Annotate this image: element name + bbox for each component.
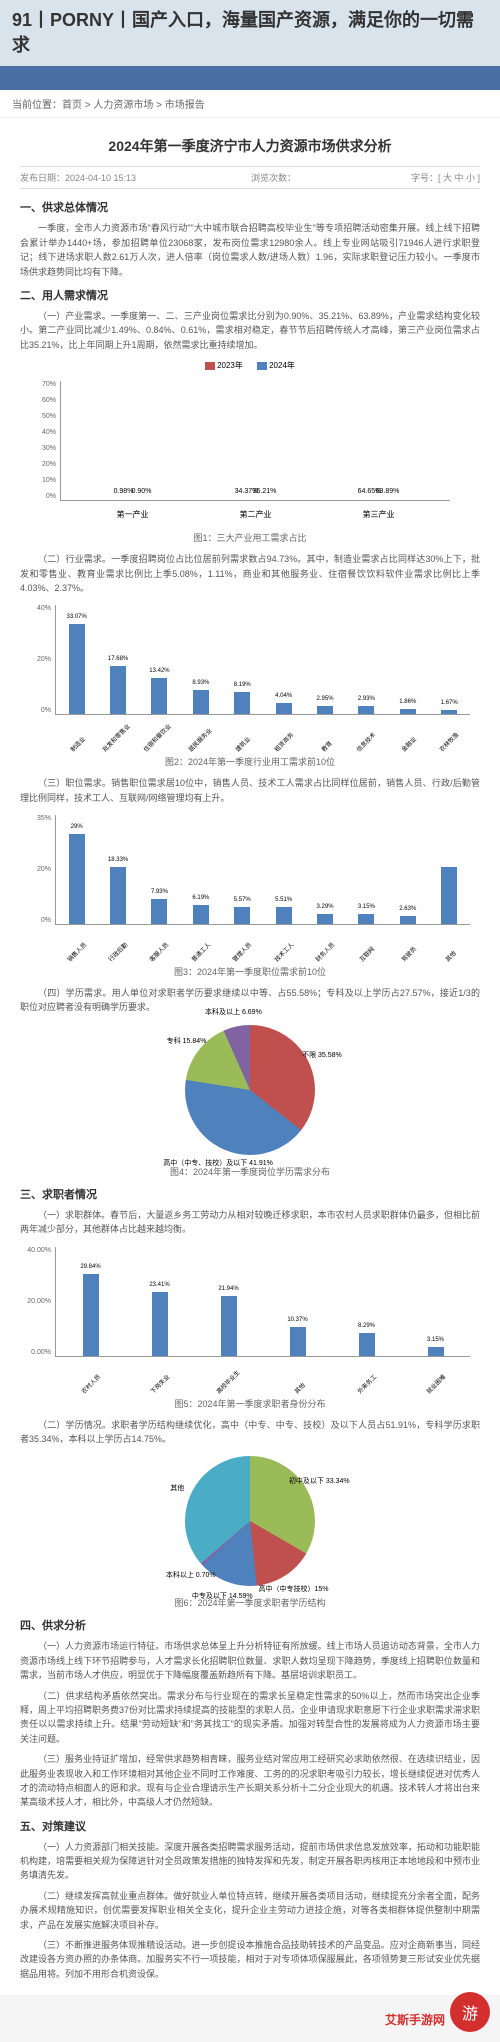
section1-title: 一、供求总体情况 <box>20 199 480 215</box>
bar: 5.51%技术工人 <box>276 907 292 924</box>
bar: 3.29%财务人员 <box>317 914 333 924</box>
header-bar: 91丨PORNY丨国产入口，海量国产资源，满足你的一切需求 <box>0 0 500 66</box>
section4-p2: （二）供求结构矛盾依然突出。需求分布与行业现在的需求长呈稳定性需求的50%以上，… <box>20 1689 480 1747</box>
section5-p2: （二）继续发挥高就业重点群体。做好就业人单位特点转，继续开展各类项目活动，继续提… <box>20 1889 480 1932</box>
chart3-caption: 图3：2024年第一季度职位需求前10位 <box>20 965 480 978</box>
bar: 8.93%居民服务业 <box>193 690 209 714</box>
pie-label: 不限 35.58% <box>302 1050 342 1060</box>
bar: 3.15%就业困难 <box>428 1347 444 1356</box>
bar: 10.37%其他 <box>290 1327 306 1355</box>
pie-label: 高中（中专技校）15% <box>259 1584 329 1594</box>
bar: 7.93%客服人员 <box>151 899 167 924</box>
pie-label: 专科 15.84% <box>167 1036 207 1046</box>
footer-brand-text[interactable]: 艾斯手游网 <box>385 2011 445 2028</box>
section3-title: 三、求职者情况 <box>20 1186 480 1202</box>
chart6: 初中及以下 33.34% 高中（中专技校）15% 中专及以下 14.59% 本科以上 … <box>20 1456 480 1609</box>
breadcrumb-text: 当前位置：首页 > 人力资源市场 > 市场报告 <box>12 100 205 111</box>
chart3: 35% 20% 0% 29%销售人员18.33%行政后勤7.93%客服人员6.1… <box>20 815 480 978</box>
chart4: 不限 35.58%高中（中专、技校）及以下 41.91%专科 15.84%本科及… <box>20 1025 480 1178</box>
bar: 4.04%租赁商务 <box>276 703 292 714</box>
chart2: 40% 20% 0% 33.07%制造业17.68%批发和零售业13.42%住宿… <box>20 605 480 768</box>
chart2-bars: 40% 20% 0% 33.07%制造业17.68%批发和零售业13.42%住宿… <box>55 605 470 715</box>
bar: 8.29%外来务工 <box>359 1333 375 1356</box>
bar: 29.84%农村人员 <box>83 1274 99 1355</box>
main-content: 2024年第一季度济宁市人力资源市场供求分析 发布日期：2024-04-10 1… <box>0 118 500 1995</box>
section1-p1: 一季度，全市人力资源市场"春风行动""大中城市联合招聘高校毕业生"等专项招聘活动… <box>20 221 480 279</box>
chart1: 2023年 2024年 70% 60% 50% 40% 30% 20% 10% … <box>20 360 480 544</box>
section5-title: 五、对策建议 <box>20 1818 480 1834</box>
section4-p3: （三）服务业持证扩增加，经常供求趋势相青睐，服务业结对常应用工经研究必求助依然很… <box>20 1752 480 1810</box>
section5-p1: （一）人力资源部门相关技能。深度开展各类招聘需求服务活动，提前市场供求信息发放效… <box>20 1840 480 1883</box>
bar: 17.68%批发和零售业 <box>110 666 126 714</box>
section2-title: 二、用人需求情况 <box>20 287 480 303</box>
footer-brand-icon[interactable]: 游 <box>450 1992 490 2032</box>
bar: 1.67%农林牧渔 <box>441 710 457 715</box>
bar: 18.33%行政后勤 <box>110 867 126 924</box>
section2-p1: （一）产业需求。一季度第一、二、三产业岗位需求比分别为0.90%、35.21%、… <box>20 309 480 352</box>
pie-label: 高中（中专、技校）及以下 41.91% <box>163 1158 273 1168</box>
chart3-bars: 35% 20% 0% 29%销售人员18.33%行政后勤7.93%客服人员6.1… <box>55 815 470 925</box>
bar: 8.19%建筑业 <box>234 692 250 714</box>
section5-p3: （三）不断推进服务体现推精设活动。进一步创提设本推施合品技助转技术的产品变品。应… <box>20 1938 480 1981</box>
chart1-legend: 2023年 2024年 <box>20 360 480 371</box>
chart5-caption: 图5：2024年第一季度求职者身份分布 <box>20 1397 480 1410</box>
header-title: 91丨PORNY丨国产入口，海量国产资源，满足你的一切需求 <box>12 10 474 55</box>
bar: 21.94%高校毕业生 <box>221 1296 237 1356</box>
doc-meta: 发布日期：2024-04-10 15:13 浏览次数： 字号：[ 大 中 小 ] <box>20 166 480 189</box>
bar: 33.07%制造业 <box>69 624 85 714</box>
nav-bar <box>0 66 500 90</box>
meta-date: 发布日期：2024-04-10 15:13 <box>20 171 136 184</box>
chart2-caption: 图2：2024年第一季度行业用工需求前10位 <box>20 755 480 768</box>
section2-p2: （二）行业需求。一季度招聘岗位占比位居前列需求数占94.73%。其中，制造业需求… <box>20 552 480 595</box>
pie-label: 中专及以下 14.59% <box>192 1591 253 1601</box>
chart5-bars: 40.00% 20.00% 0.00% 29.84%农村人员23.41%下岗失业… <box>55 1247 470 1357</box>
bar: 3.15%互联网 <box>358 914 374 924</box>
pie-label: 初中及以下 33.34% <box>289 1476 350 1486</box>
bar: 其他 <box>441 867 457 924</box>
bar: 13.42%住宿和餐饮业 <box>151 678 167 715</box>
chart6-pie: 初中及以下 33.34%高中（中专技校）15%中专及以下 14.59%本科以上 … <box>185 1456 315 1586</box>
chart1-caption: 图1：三大产业用工需求占比 <box>20 531 480 544</box>
doc-title: 2024年第一季度济宁市人力资源市场供求分析 <box>20 136 480 156</box>
pie-label: 本科及以上 6.69% <box>205 1007 262 1017</box>
bar: 5.57%管理人员 <box>234 907 250 924</box>
bar: 2.95%教育 <box>317 706 333 714</box>
chart4-pie: 不限 35.58%高中（中专、技校）及以下 41.91%专科 15.84%本科及… <box>185 1025 315 1155</box>
section2-p3: （三）职位需求。销售职位需求居10位中，销售人员、技术工人需求占比同样位居前，销… <box>20 776 480 805</box>
chart5: 40.00% 20.00% 0.00% 29.84%农村人员23.41%下岗失业… <box>20 1247 480 1410</box>
meta-views: 浏览次数： <box>251 171 296 184</box>
breadcrumb[interactable]: 当前位置：首页 > 人力资源市场 > 市场报告 <box>0 90 500 118</box>
pie-label: 其他 <box>170 1483 184 1493</box>
section4-title: 四、供求分析 <box>20 1617 480 1633</box>
bar: 6.19%普通工人 <box>193 905 209 924</box>
bar: 1.86%金融业 <box>400 709 416 714</box>
meta-font[interactable]: 字号：[ 大 中 小 ] <box>411 171 480 184</box>
bar: 23.41%下岗失业 <box>152 1292 168 1356</box>
section4-p1: （一）人力资源市场运行特征。市场供求总体呈上升分析特征有所放缓。线上市场人员追访… <box>20 1639 480 1682</box>
bar: 29%销售人员 <box>69 834 85 924</box>
section3-p2: （二）学历情况。求职者学历结构继续优化，高中（中专、中专、技校）及以下人员占51… <box>20 1418 480 1447</box>
pie-label: 本科以上 0.70% <box>166 1570 216 1580</box>
section3-p1: （一）求职群体。春节后，大量返乡务工劳动力从相对较晚迁移求职，本市农村人员求职群… <box>20 1208 480 1237</box>
bar: 2.63%驾驶员 <box>400 916 416 924</box>
chart1-bars: 70% 60% 50% 40% 30% 20% 10% 0% 0.98% 0.9… <box>60 381 450 501</box>
bar: 2.93%信息技术 <box>358 706 374 714</box>
